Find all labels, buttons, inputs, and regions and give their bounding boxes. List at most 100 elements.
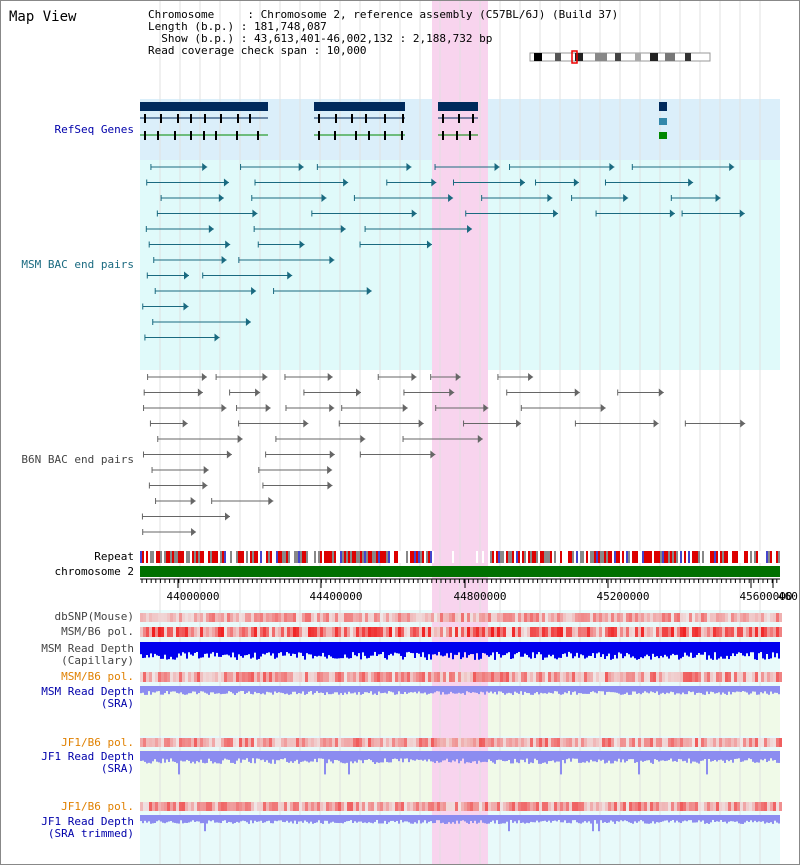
depth-bar xyxy=(452,686,454,694)
repeat-mark xyxy=(590,551,592,563)
heat-cell xyxy=(608,627,611,637)
depth-bar xyxy=(772,751,774,761)
heat-cell xyxy=(290,802,293,811)
heat-cell xyxy=(581,802,584,811)
depth-bar xyxy=(680,815,682,824)
depth-bar xyxy=(454,642,456,655)
heat-cell xyxy=(533,802,536,811)
b6n-pair-arrow xyxy=(329,404,335,412)
depth-bar xyxy=(424,815,426,821)
depth-bar xyxy=(622,751,624,760)
heat-cell xyxy=(515,627,518,637)
heat-cell xyxy=(665,613,668,622)
track-label-msm-depth-sra[interactable]: MSM Read Depth (SRA) xyxy=(41,686,134,710)
heat-cell xyxy=(263,738,266,747)
heat-cell xyxy=(254,672,257,682)
depth-bar xyxy=(154,642,156,654)
depth-bar xyxy=(518,751,520,764)
depth-bar xyxy=(162,815,164,823)
heat-cell xyxy=(560,627,563,637)
heat-cell xyxy=(497,802,500,811)
depth-bar xyxy=(430,815,432,822)
repeat-mark xyxy=(550,551,552,563)
heat-cell xyxy=(500,672,503,682)
depth-bar xyxy=(358,686,360,693)
heat-cell xyxy=(746,627,749,637)
heat-cell xyxy=(770,738,773,747)
repeat-mark xyxy=(706,551,708,563)
repeat-mark xyxy=(748,551,750,563)
track-label-msm-b6-pol-sra[interactable]: MSM/B6 pol. xyxy=(61,670,134,683)
heat-cell xyxy=(713,627,716,637)
repeat-mark xyxy=(656,551,658,563)
track-label-jf1-depth-trimmed[interactable]: JF1 Read Depth (SRA trimmed) xyxy=(41,816,134,840)
heat-cell xyxy=(140,738,143,747)
repeat-mark xyxy=(516,551,518,563)
depth-bar xyxy=(486,686,488,692)
track-label-dbsnp[interactable]: dbSNP(Mouse) xyxy=(54,610,134,623)
heat-cell xyxy=(170,738,173,747)
track-label-b6n-bac[interactable]: B6N BAC end pairs xyxy=(21,453,134,466)
track-label-repeat[interactable]: Repeat xyxy=(94,550,134,563)
heat-cell xyxy=(587,672,590,682)
depth-bar xyxy=(668,815,670,823)
repeat-mark xyxy=(628,551,630,563)
heat-cell xyxy=(395,738,398,747)
heat-cell xyxy=(563,672,566,682)
repeat-mark xyxy=(220,551,222,563)
depth-bar xyxy=(610,642,612,660)
heat-cell xyxy=(164,738,167,747)
depth-bar xyxy=(766,751,768,763)
heat-cell xyxy=(416,738,419,747)
heat-cell xyxy=(740,627,743,637)
heat-cell xyxy=(647,613,650,622)
depth-bar xyxy=(528,686,530,694)
heat-cell xyxy=(179,627,182,637)
repeat-mark xyxy=(654,551,656,563)
heat-cell xyxy=(254,613,257,622)
depth-bar xyxy=(202,642,204,658)
depth-bar xyxy=(456,815,458,821)
depth-bar xyxy=(750,751,752,760)
depth-bar xyxy=(678,751,680,759)
track-label-msm-bac[interactable]: MSM BAC end pairs xyxy=(21,258,134,271)
heat-cell xyxy=(230,802,233,811)
track-label-jf1-b6-pol[interactable]: JF1/B6 pol. xyxy=(61,736,134,749)
heat-cell xyxy=(752,802,755,811)
ruler-tick-label: 44400000 xyxy=(310,590,363,603)
depth-bar xyxy=(736,815,738,822)
heat-cell xyxy=(779,802,782,811)
depth-bar xyxy=(384,815,386,821)
heat-cell xyxy=(455,627,458,637)
heat-cell xyxy=(668,802,671,811)
heat-cell xyxy=(188,802,191,811)
msm-depth-sra-line1: MSM Read Depth xyxy=(41,685,134,698)
heat-cell xyxy=(302,672,305,682)
track-label-refseq[interactable]: RefSeq Genes xyxy=(54,123,134,136)
track-label-chromosome[interactable]: chromosome 2 xyxy=(54,565,134,578)
track-label-jf1-depth-sra[interactable]: JF1 Read Depth (SRA) xyxy=(41,751,134,775)
track-label-msm-depth-capillary[interactable]: MSM Read Depth (Capillary) xyxy=(41,643,134,667)
depth-bar xyxy=(722,686,724,693)
heat-cell xyxy=(284,738,287,747)
depth-bar xyxy=(200,686,202,692)
depth-bar xyxy=(502,642,504,656)
depth-bar xyxy=(424,751,426,760)
heat-cell xyxy=(617,627,620,637)
heat-cell xyxy=(461,672,464,682)
msm-pair-arrow xyxy=(221,256,227,264)
heat-cell xyxy=(671,802,674,811)
heat-cell xyxy=(260,627,263,637)
track-label-jf1-b6-pol-trimmed[interactable]: JF1/B6 pol. xyxy=(61,800,134,813)
heat-cell xyxy=(764,802,767,811)
heat-cell xyxy=(491,802,494,811)
repeat-mark xyxy=(234,551,236,563)
repeat-mark xyxy=(772,551,774,563)
heat-cell xyxy=(653,613,656,622)
track-label-msm-b6-pol[interactable]: MSM/B6 pol. xyxy=(61,625,134,638)
repeat-mark xyxy=(510,551,512,563)
heat-cell xyxy=(596,802,599,811)
depth-bar xyxy=(378,751,380,763)
depth-bar xyxy=(196,751,198,762)
